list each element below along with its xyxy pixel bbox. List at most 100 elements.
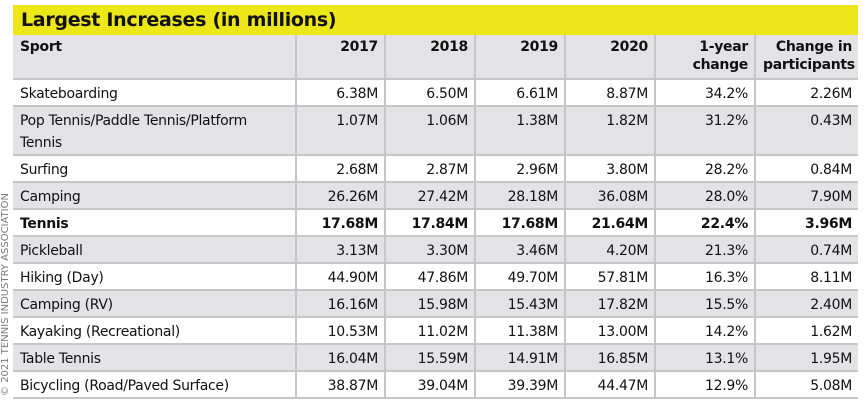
table-row: Kayaking (Recreational) 10.53M 11.02M 11.38… [13,317,858,345]
value-cell: 7.90M [755,182,858,210]
value-cell: 28.18M [475,182,566,210]
value-cell: 14.2% [655,317,756,345]
table-container: Largest Increases (in millions) Sport 201… [13,5,858,399]
value-cell: 6.38M [296,79,386,107]
value-cell: 8.11M [755,263,858,291]
value-cell: 57.81M [565,263,656,291]
value-cell: 1.07M [296,106,386,156]
value-cell: 17.68M [475,209,566,237]
sport-cell: Pop Tennis/Paddle Tennis/Platform Tennis [13,106,297,156]
value-cell: 38.87M [296,371,386,399]
sport-cell: Camping [13,182,297,210]
value-cell: 11.38M [475,317,566,345]
value-cell: 21.64M [565,209,656,237]
value-cell: 3.96M [755,209,858,237]
column-header: 2019 [475,35,566,80]
value-cell: 1.06M [385,106,476,156]
value-cell: 49.70M [475,263,566,291]
column-header: 2020 [565,35,656,80]
table-row: Hiking (Day) 44.90M 47.86M 49.70M 57.81M 16.3… [13,263,858,291]
value-cell: 6.50M [385,79,476,107]
column-header: 1-year change [655,35,756,80]
sport-cell: Hiking (Day) [13,263,297,291]
sport-cell: Kayaking (Recreational) [13,317,297,345]
value-cell: 3.30M [385,236,476,264]
value-cell: 15.5% [655,290,756,318]
value-cell: 44.47M [565,371,656,399]
value-cell: 15.98M [385,290,476,318]
table-row: Surfing 2.68M 2.87M 2.96M 3.80M 28.2% 0.84M [13,155,858,183]
value-cell: 39.39M [475,371,566,399]
value-cell: 0.84M [755,155,858,183]
sport-cell: Skateboarding [13,79,297,107]
value-cell: 1.38M [475,106,566,156]
value-cell: 47.86M [385,263,476,291]
value-cell: 2.68M [296,155,386,183]
value-cell: 8.87M [565,79,656,107]
value-cell: 22.4% [655,209,756,237]
column-header: Change in participants [755,35,858,80]
value-cell: 11.02M [385,317,476,345]
value-cell: 28.2% [655,155,756,183]
sport-cell: Tennis [13,209,297,237]
value-cell: 34.2% [655,79,756,107]
increases-table: Sport 2017 2018 2019 2020 1-year change Change… [13,35,858,399]
value-cell: 21.3% [655,236,756,264]
value-cell: 0.43M [755,106,858,156]
value-cell: 5.08M [755,371,858,399]
value-cell: 36.08M [565,182,656,210]
value-cell: 39.04M [385,371,476,399]
sport-cell: Bicycling (Road/Paved Surface) [13,371,297,399]
value-cell: 6.61M [475,79,566,107]
table-row: Skateboarding 6.38M 6.50M 6.61M 8.87M 34.2% 2.… [13,79,858,107]
table-row: Pickleball 3.13M 3.30M 3.46M 4.20M 21.3% 0.74M [13,236,858,264]
copyright-watermark: © 2021 TENNIS INDUSTRY ASSOCIATION [0,193,11,396]
value-cell: 17.68M [296,209,386,237]
table-row: Bicycling (Road/Paved Surface) 38.87M 39.0… [13,371,858,399]
value-cell: 3.46M [475,236,566,264]
column-header: 2017 [296,35,386,80]
value-cell: 0.74M [755,236,858,264]
value-cell: 2.40M [755,290,858,318]
value-cell: 16.85M [565,344,656,372]
value-cell: 3.13M [296,236,386,264]
value-cell: 15.43M [475,290,566,318]
column-header: 2018 [385,35,476,80]
value-cell: 13.1% [655,344,756,372]
header-row: Sport 2017 2018 2019 2020 1-year change Change… [13,35,858,80]
value-cell: 16.04M [296,344,386,372]
sport-cell: Pickleball [13,236,297,264]
value-cell: 17.84M [385,209,476,237]
sport-cell: Surfing [13,155,297,183]
value-cell: 2.87M [385,155,476,183]
sport-cell: Camping (RV) [13,290,297,318]
table-row: Camping 26.26M 27.42M 28.18M 36.08M 28.0% 7.90… [13,182,858,210]
value-cell: 44.90M [296,263,386,291]
value-cell: 2.96M [475,155,566,183]
value-cell: 14.91M [475,344,566,372]
table-row: Camping (RV) 16.16M 15.98M 15.43M 17.82M 15.5… [13,290,858,318]
value-cell: 27.42M [385,182,476,210]
value-cell: 31.2% [655,106,756,156]
table-row: Pop Tennis/Paddle Tennis/Platform Tennis… [13,106,858,156]
table-row: Table Tennis 16.04M 15.59M 14.91M 16.85M 13.1… [13,344,858,372]
value-cell: 3.80M [565,155,656,183]
column-header: Sport [13,35,297,80]
table-row: Tennis 17.68M 17.84M 17.68M 21.64M 22.4% 3.96M [13,209,858,237]
value-cell: 10.53M [296,317,386,345]
value-cell: 28.0% [655,182,756,210]
value-cell: 1.62M [755,317,858,345]
value-cell: 4.20M [565,236,656,264]
sport-cell: Table Tennis [13,344,297,372]
value-cell: 1.82M [565,106,656,156]
value-cell: 17.82M [565,290,656,318]
value-cell: 26.26M [296,182,386,210]
value-cell: 1.95M [755,344,858,372]
table-title: Largest Increases (in millions) [13,5,858,35]
value-cell: 15.59M [385,344,476,372]
value-cell: 16.16M [296,290,386,318]
value-cell: 13.00M [565,317,656,345]
value-cell: 12.9% [655,371,756,399]
value-cell: 2.26M [755,79,858,107]
value-cell: 16.3% [655,263,756,291]
